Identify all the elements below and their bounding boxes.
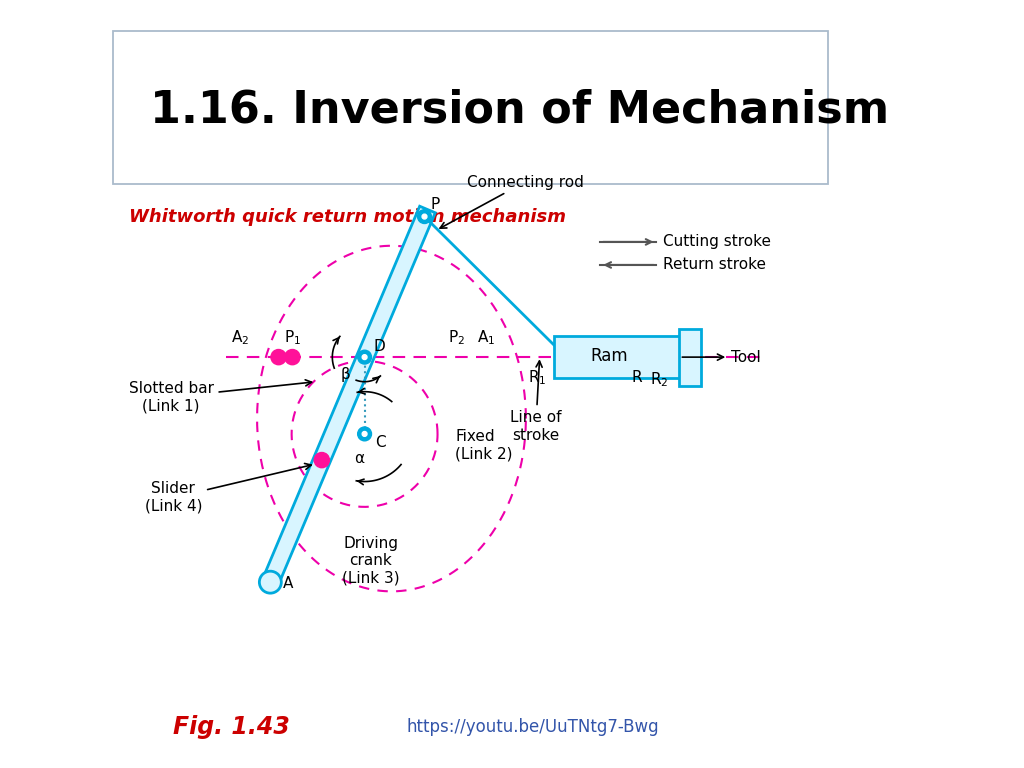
FancyBboxPatch shape: [114, 31, 827, 184]
Text: A: A: [283, 576, 293, 591]
Text: Connecting rod: Connecting rod: [440, 174, 584, 228]
Circle shape: [314, 452, 330, 468]
Text: https://youtu.be/UuTNtg7-Bwg: https://youtu.be/UuTNtg7-Bwg: [407, 718, 659, 737]
Text: P$_1$: P$_1$: [284, 329, 301, 347]
Circle shape: [362, 355, 367, 359]
Text: Fixed
(Link 2): Fixed (Link 2): [456, 429, 513, 462]
Circle shape: [357, 350, 372, 364]
Text: Cutting stroke: Cutting stroke: [663, 234, 771, 250]
Circle shape: [357, 427, 372, 441]
Text: A$_2$: A$_2$: [231, 329, 250, 347]
Text: 1.16. Inversion of Mechanism: 1.16. Inversion of Mechanism: [150, 88, 889, 131]
Circle shape: [271, 349, 286, 365]
FancyBboxPatch shape: [680, 329, 701, 386]
Text: β: β: [341, 367, 350, 382]
Circle shape: [422, 214, 427, 219]
Text: A$_1$: A$_1$: [477, 329, 496, 347]
Circle shape: [418, 210, 431, 223]
Text: Tool: Tool: [682, 349, 761, 365]
Text: D: D: [374, 339, 386, 354]
Text: P: P: [431, 197, 440, 212]
Text: R: R: [631, 370, 642, 386]
Text: Line of
stroke: Line of stroke: [510, 361, 561, 442]
Text: R$_2$: R$_2$: [650, 370, 669, 389]
Text: P$_2$: P$_2$: [449, 329, 465, 347]
Ellipse shape: [259, 571, 282, 593]
Text: Slotted bar
(Link 1): Slotted bar (Link 1): [129, 380, 311, 413]
Text: Fig. 1.43: Fig. 1.43: [173, 715, 290, 740]
Text: Return stroke: Return stroke: [663, 257, 766, 273]
Polygon shape: [262, 207, 435, 585]
Text: R$_1$: R$_1$: [528, 369, 547, 387]
Text: Whitworth quick return motion mechanism: Whitworth quick return motion mechanism: [129, 207, 566, 226]
Text: Slider
(Link 4): Slider (Link 4): [144, 463, 311, 514]
Text: C: C: [376, 435, 386, 451]
Circle shape: [362, 432, 367, 436]
FancyBboxPatch shape: [554, 336, 689, 378]
Text: Ram: Ram: [590, 347, 628, 366]
Text: Driving
crank
(Link 3): Driving crank (Link 3): [342, 536, 399, 586]
Circle shape: [285, 349, 300, 365]
Text: α: α: [354, 451, 365, 466]
